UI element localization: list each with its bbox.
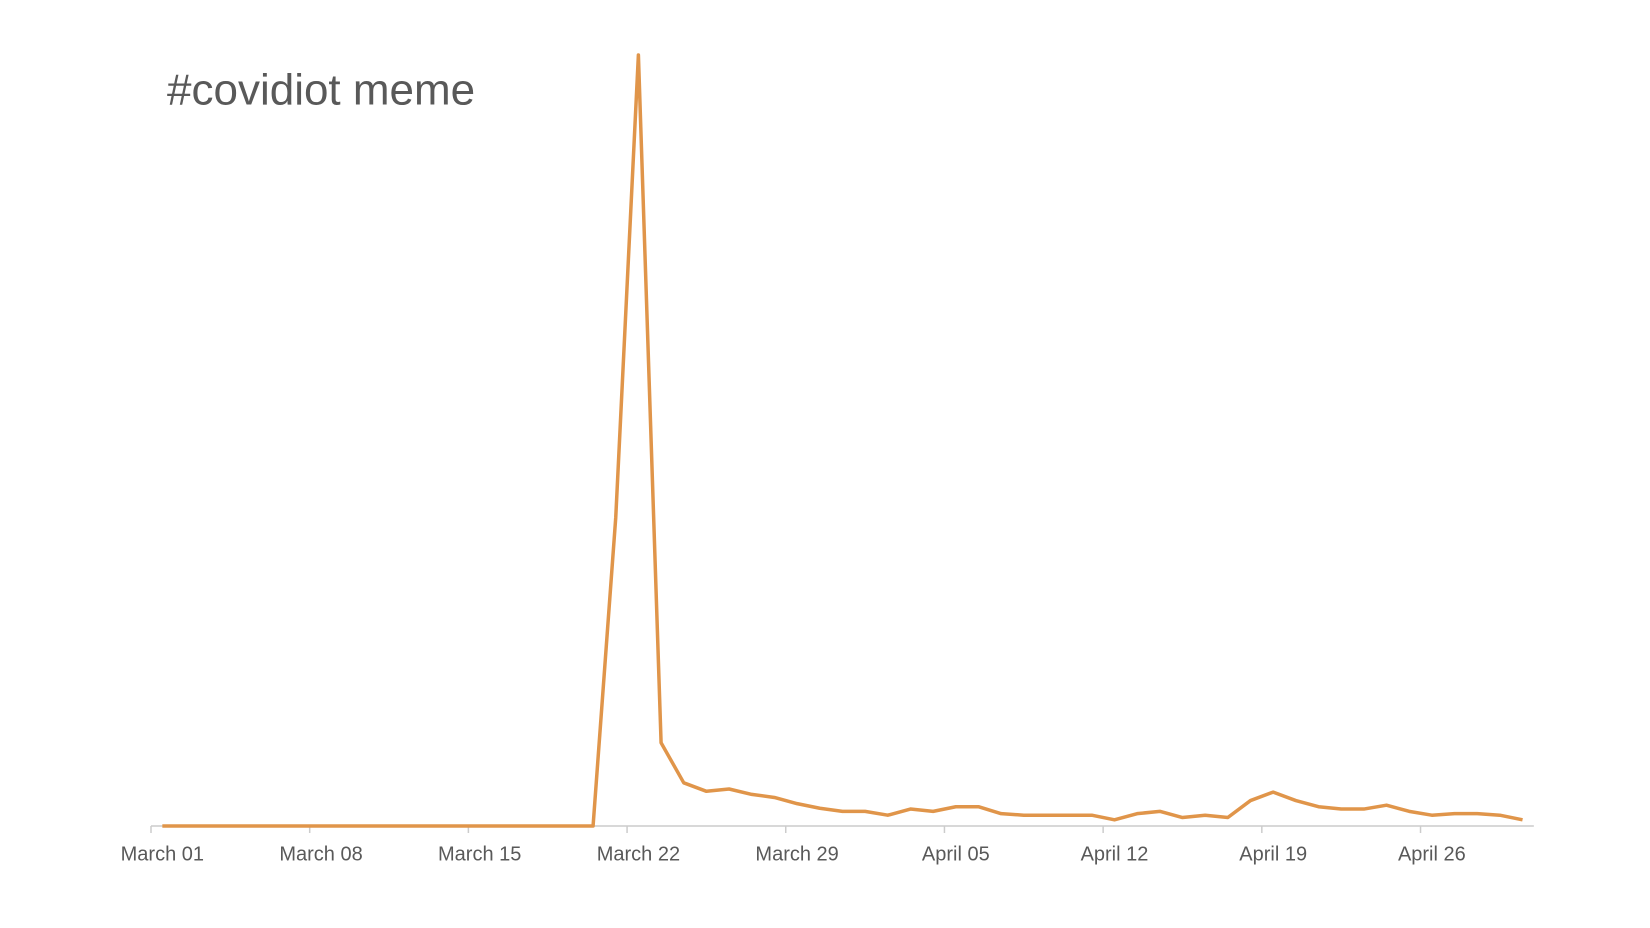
data-line — [162, 53, 1523, 828]
x-tick-label: April 12 — [1081, 843, 1149, 865]
x-tick-label: March 29 — [755, 843, 838, 865]
x-tick-label: April 19 — [1239, 843, 1307, 865]
x-tick-label: March 15 — [438, 843, 521, 865]
x-tick-label: March 01 — [121, 843, 204, 865]
x-tick-label: March 22 — [597, 843, 680, 865]
x-tick-label: March 08 — [279, 843, 362, 865]
chart-title: #covidiot meme — [167, 66, 475, 115]
x-tick-label: April 05 — [922, 843, 990, 865]
x-tick-label: April 26 — [1398, 843, 1466, 865]
